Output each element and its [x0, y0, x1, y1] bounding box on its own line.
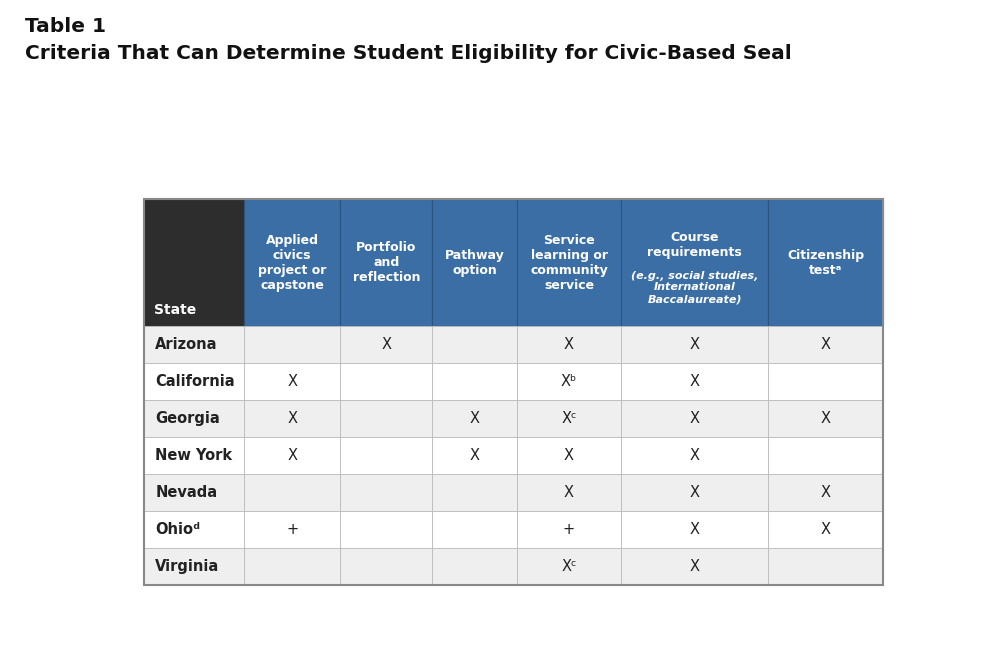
Bar: [621, 363, 768, 400]
Text: X: X: [690, 522, 700, 537]
Bar: [621, 438, 768, 474]
Text: X: X: [564, 448, 574, 463]
Text: X: X: [690, 411, 700, 426]
Text: X: X: [690, 559, 700, 574]
Bar: [244, 438, 340, 474]
Bar: [244, 548, 340, 585]
Bar: [244, 326, 340, 363]
Bar: [244, 400, 340, 438]
Bar: [768, 400, 883, 438]
Bar: [432, 326, 517, 363]
Text: (e.g., social studies,
International
Baccalaureate): (e.g., social studies, International Bac…: [631, 271, 758, 304]
Bar: [340, 199, 432, 326]
Text: X: X: [287, 448, 297, 463]
Bar: [621, 199, 768, 326]
Text: Ohioᵈ: Ohioᵈ: [155, 522, 200, 537]
Text: New York: New York: [155, 448, 232, 463]
Text: X: X: [690, 485, 700, 500]
Bar: [432, 438, 517, 474]
Bar: [432, 199, 517, 326]
Text: X: X: [287, 375, 297, 389]
Bar: [144, 511, 244, 548]
Bar: [517, 474, 621, 511]
Text: X: X: [470, 411, 480, 426]
Bar: [144, 199, 883, 585]
Bar: [244, 474, 340, 511]
Text: Portfolio
and
reflection: Portfolio and reflection: [353, 241, 420, 284]
Bar: [144, 326, 244, 363]
Bar: [621, 511, 768, 548]
Bar: [340, 474, 432, 511]
Bar: [244, 363, 340, 400]
Text: State: State: [154, 303, 196, 317]
Bar: [621, 548, 768, 585]
Text: X: X: [821, 522, 831, 537]
Text: Applied
civics
project or
capstone: Applied civics project or capstone: [258, 234, 326, 291]
Text: +: +: [563, 522, 575, 537]
Bar: [244, 199, 340, 326]
Text: Xᵇ: Xᵇ: [561, 375, 577, 389]
Bar: [340, 326, 432, 363]
Text: X: X: [690, 448, 700, 463]
Bar: [432, 511, 517, 548]
Text: California: California: [155, 375, 235, 389]
Bar: [244, 511, 340, 548]
Bar: [768, 548, 883, 585]
Text: X: X: [287, 411, 297, 426]
Text: Georgia: Georgia: [155, 411, 220, 426]
Text: Virginia: Virginia: [155, 559, 219, 574]
Text: Citizenship
testᵃ: Citizenship testᵃ: [787, 249, 864, 277]
Bar: [144, 474, 244, 511]
Bar: [144, 363, 244, 400]
Bar: [768, 511, 883, 548]
Text: X: X: [564, 338, 574, 352]
Bar: [432, 363, 517, 400]
Text: Service
learning or
community
service: Service learning or community service: [530, 234, 608, 291]
Text: Nevada: Nevada: [155, 485, 217, 500]
Text: +: +: [286, 522, 298, 537]
Text: Arizona: Arizona: [155, 338, 218, 352]
Text: X: X: [470, 448, 480, 463]
Bar: [340, 400, 432, 438]
Bar: [517, 326, 621, 363]
Bar: [517, 438, 621, 474]
Bar: [340, 548, 432, 585]
Bar: [432, 474, 517, 511]
Bar: [517, 199, 621, 326]
Bar: [768, 438, 883, 474]
Bar: [432, 548, 517, 585]
Bar: [768, 363, 883, 400]
Bar: [768, 199, 883, 326]
Bar: [517, 400, 621, 438]
Bar: [340, 438, 432, 474]
Bar: [340, 511, 432, 548]
Text: Xᶜ: Xᶜ: [561, 411, 577, 426]
Bar: [621, 400, 768, 438]
Bar: [144, 400, 244, 438]
Text: X: X: [690, 338, 700, 352]
Bar: [768, 474, 883, 511]
Text: Xᶜ: Xᶜ: [561, 559, 577, 574]
Bar: [144, 548, 244, 585]
Bar: [768, 326, 883, 363]
Text: X: X: [564, 485, 574, 500]
Bar: [340, 363, 432, 400]
Text: X: X: [381, 338, 391, 352]
Text: Table 1: Table 1: [25, 17, 106, 36]
Text: Pathway
option: Pathway option: [445, 249, 505, 277]
Bar: [517, 548, 621, 585]
Text: Course
requirements: Course requirements: [647, 230, 742, 259]
Text: X: X: [690, 375, 700, 389]
Bar: [517, 511, 621, 548]
Bar: [432, 400, 517, 438]
Text: Criteria That Can Determine Student Eligibility for Civic-Based Seal: Criteria That Can Determine Student Elig…: [25, 44, 792, 62]
Bar: [517, 363, 621, 400]
Bar: [144, 438, 244, 474]
Text: X: X: [821, 338, 831, 352]
Text: X: X: [821, 411, 831, 426]
Text: X: X: [821, 485, 831, 500]
Bar: [144, 199, 244, 326]
Bar: [621, 326, 768, 363]
Bar: [621, 474, 768, 511]
